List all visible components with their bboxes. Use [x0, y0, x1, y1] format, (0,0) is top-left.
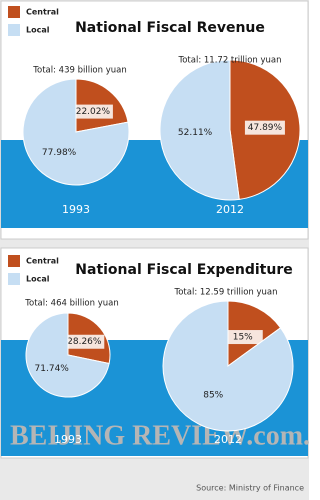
total-label: Total: 464 billion yuan — [24, 299, 119, 309]
year-label: 2012 — [214, 433, 242, 446]
legend-swatch — [8, 24, 20, 36]
source: Source: Ministry of Finance — [196, 484, 304, 493]
total-label: Total: 11.72 trillion yuan — [177, 56, 281, 66]
pie-slice — [22, 78, 130, 186]
pie-slice — [159, 59, 240, 201]
chart-title: National Fiscal Expenditure — [75, 262, 292, 278]
legend-swatch — [8, 273, 20, 285]
value-label: 77.98% — [42, 148, 77, 158]
pie-slice — [25, 312, 110, 398]
label-box — [64, 334, 105, 349]
legend-label: Central — [26, 257, 59, 266]
infographic: BEIJING REVIEW.com.cn Source: Ministry o… — [0, 0, 309, 500]
label-box — [244, 120, 285, 135]
value-label: 85% — [203, 390, 223, 400]
legend-swatch — [8, 255, 20, 267]
value-label: 47.89% — [248, 123, 283, 133]
legend-label: Local — [26, 26, 50, 35]
year-label: 1993 — [54, 433, 82, 446]
year-label: 1993 — [62, 203, 90, 216]
chart-title: National Fiscal Revenue — [75, 20, 265, 36]
value-label: 15% — [233, 333, 253, 343]
legend-label: Central — [26, 8, 59, 17]
value-label: 22.02% — [76, 107, 111, 117]
brand: BEIJING REVIEW.com.cn — [10, 420, 309, 451]
legend-label: Local — [26, 275, 50, 284]
value-label: 52.11% — [178, 128, 213, 138]
total-label: Total: 439 billion yuan — [32, 66, 127, 76]
value-label: 71.74% — [35, 364, 70, 374]
pie-slice — [162, 300, 294, 432]
label-box — [72, 104, 113, 119]
label-box — [222, 330, 263, 345]
legend-swatch — [8, 6, 20, 18]
year-label: 2012 — [216, 203, 244, 216]
value-label: 28.26% — [67, 337, 102, 347]
total-label: Total: 12.59 trillion yuan — [173, 288, 277, 298]
